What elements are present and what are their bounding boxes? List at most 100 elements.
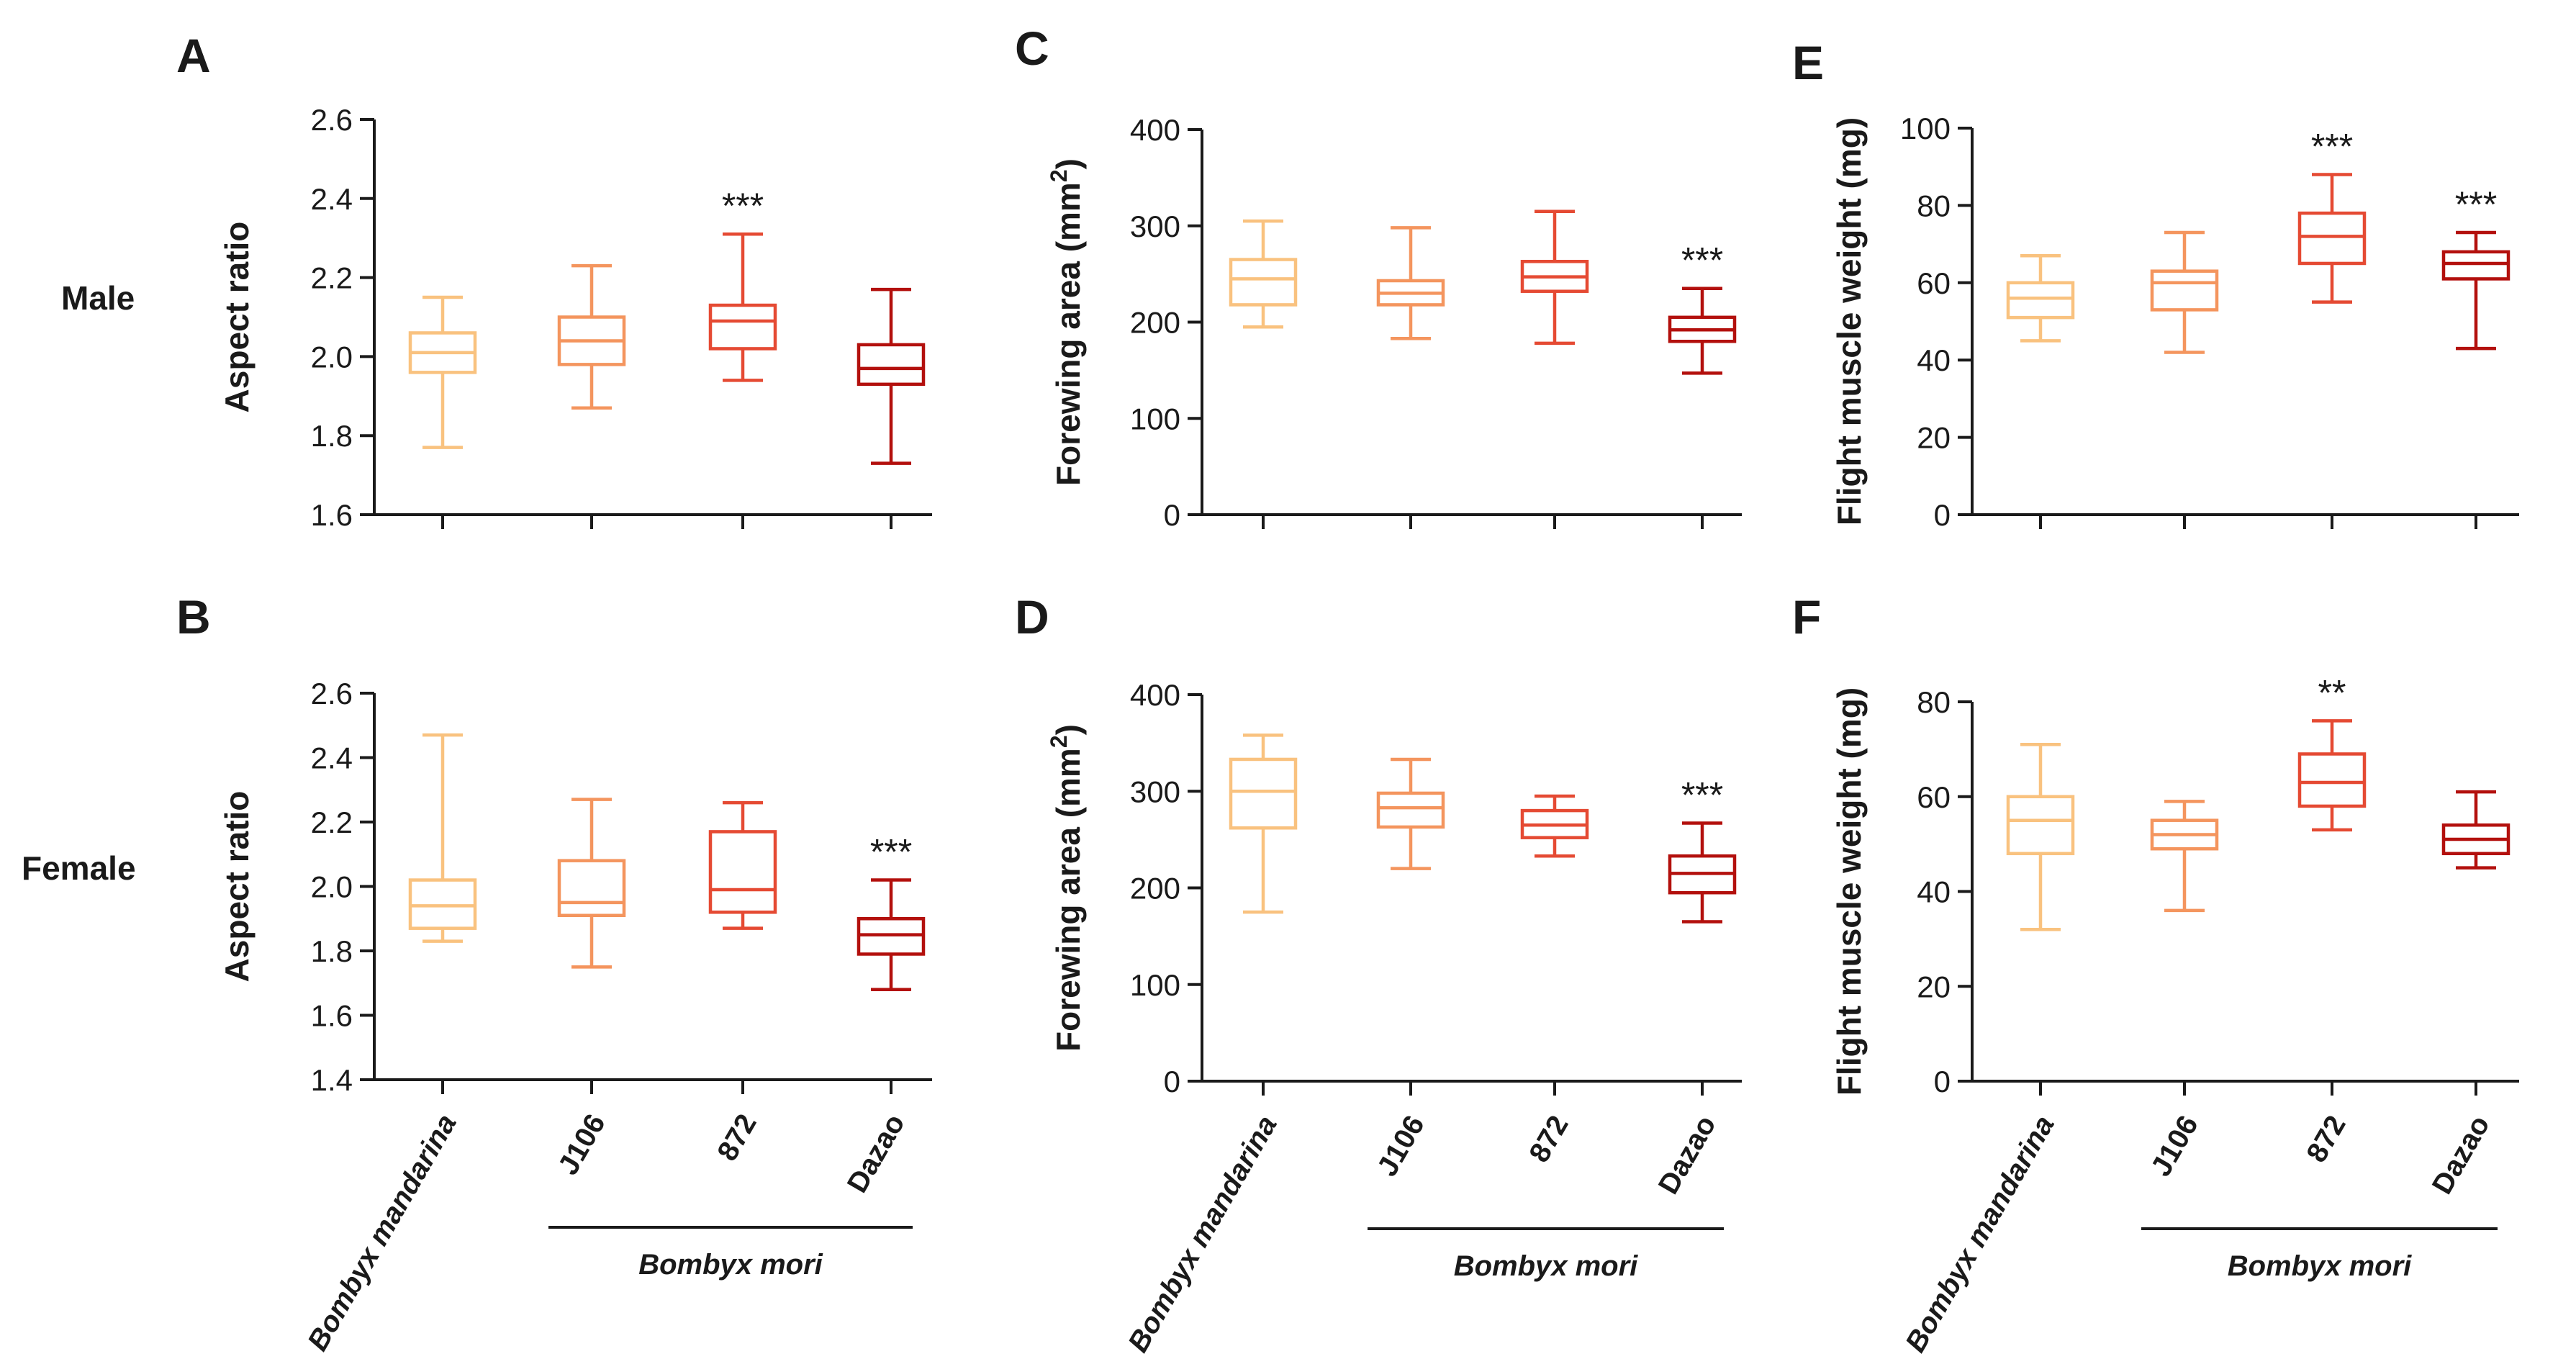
x-category-label: J106 xyxy=(1371,1111,1431,1182)
y-tick-label: 2.6 xyxy=(311,103,353,137)
y-tick-label: 300 xyxy=(1130,775,1180,808)
panel-letter-C: C xyxy=(1015,22,1049,75)
x-category-label: Dazao xyxy=(841,1109,911,1198)
panel-letter-B: B xyxy=(176,590,211,644)
y-tick-label: 2.2 xyxy=(311,261,353,295)
y-tick-label: 2.4 xyxy=(311,741,353,775)
x-category-label: 872 xyxy=(2300,1111,2351,1168)
significance-marker: *** xyxy=(870,832,912,872)
box-iqr xyxy=(1229,757,1298,830)
y-tick-label: 1.6 xyxy=(311,999,353,1033)
box-872 xyxy=(1520,209,1589,529)
box-dazao: *** Dazao xyxy=(841,832,926,1198)
x-category-label: Dazao xyxy=(2426,1111,2496,1200)
y-tick-label: 0 xyxy=(1164,498,1180,532)
y-axis-label: Forewing area (mm2) xyxy=(1046,724,1087,1052)
y-tick-label: 2.6 xyxy=(311,677,353,710)
x-category-label: Bombyx mandarina xyxy=(1899,1111,2061,1358)
y-axis-label-text: Aspect ratio xyxy=(218,791,256,983)
y-axis-label: Flight muscle weight (mg) xyxy=(1830,117,1868,525)
significance-marker: *** xyxy=(1681,775,1723,816)
y-tick-label: 400 xyxy=(1130,678,1180,712)
y-tick-label: 400 xyxy=(1130,113,1180,147)
box-iqr xyxy=(708,303,777,351)
y-tick-label: 20 xyxy=(1917,421,1951,455)
box-872: *** xyxy=(2297,126,2367,529)
panel-D: D 0 100 200 300 400 Forewing area (mm2) Bombyx … xyxy=(1015,590,1742,1358)
y-axis-label-text: Forewing area (mm xyxy=(1049,748,1087,1052)
x-category-label: Bombyx mandarina xyxy=(1122,1111,1283,1358)
y-tick-label: 1.8 xyxy=(311,934,353,968)
x-category-label: J106 xyxy=(2145,1111,2205,1182)
box-bombyx-mandarina: Bombyx mandarina xyxy=(1122,733,1298,1358)
y-tick-label: 20 xyxy=(1917,970,1951,1003)
box-dazao: *** xyxy=(2441,184,2511,529)
box-j106 xyxy=(557,263,626,529)
y-tick-label: 0 xyxy=(1934,1065,1951,1098)
y-tick-label: 2.0 xyxy=(311,870,353,904)
row-label-male: Male xyxy=(61,279,135,317)
y-axis-label-superscript: 2 xyxy=(1046,169,1072,182)
y-axis-label-end: ) xyxy=(1049,724,1087,735)
y-axis-label-text: Aspect ratio xyxy=(218,222,256,413)
y-axis-label-end: ) xyxy=(1049,158,1087,169)
y-axis-label-superscript: 2 xyxy=(1046,735,1072,748)
box-iqr xyxy=(708,830,777,914)
x-category-label: 872 xyxy=(711,1109,762,1167)
y-tick-label: 60 xyxy=(1917,780,1951,814)
y-tick-label: 2.4 xyxy=(311,182,353,216)
panel-letter-E: E xyxy=(1792,36,1824,89)
y-tick-label: 300 xyxy=(1130,209,1180,243)
box-dazao xyxy=(857,287,926,529)
box-bombyx-mandarina: Bombyx mandarina xyxy=(1899,743,2075,1358)
x-category-label: Bombyx mandarina xyxy=(302,1109,463,1356)
box-j106 xyxy=(1376,226,1445,529)
box-iqr xyxy=(2441,250,2511,281)
row-label-female: Female xyxy=(22,849,136,887)
x-category-label: J106 xyxy=(552,1109,612,1180)
y-tick-label: 60 xyxy=(1917,266,1951,300)
y-tick-label: 1.6 xyxy=(311,498,353,532)
box-bombyx-mandarina xyxy=(1229,219,1298,529)
box-dazao: *** Dazao xyxy=(1653,775,1737,1200)
box-j106: J106 xyxy=(2145,800,2219,1182)
y-tick-label: 100 xyxy=(1900,112,1951,145)
y-axis-label: Aspect ratio xyxy=(218,791,256,983)
box-iqr xyxy=(2297,752,2367,808)
significance-marker: ** xyxy=(2318,672,2346,713)
significance-marker: *** xyxy=(1681,240,1723,281)
box-iqr xyxy=(1229,258,1298,307)
panel-F: F 0 20 40 60 80 Flight muscle weight (mg) Bomby… xyxy=(1792,590,2519,1358)
panel-B: B Female 1.4 1.6 1.8 2.0 2.2 2.4 2.6 Aspect ratio… xyxy=(22,590,932,1356)
panel-letter-A: A xyxy=(176,29,211,82)
panel-E: E 0 20 40 60 80 100 Flight muscle weight (mg) **… xyxy=(1792,36,2519,532)
box-872: 872 xyxy=(1520,794,1589,1168)
box-iqr xyxy=(2006,281,2075,320)
y-tick-label: 100 xyxy=(1130,968,1180,1002)
panel-A: A Male 1.6 1.8 2.0 2.2 2.4 2.6 Aspect ratio *** xyxy=(61,29,932,532)
y-tick-label: 0 xyxy=(1934,498,1951,532)
significance-marker: *** xyxy=(2311,126,2353,166)
y-tick-label: 80 xyxy=(1917,189,1951,222)
box-dazao: Dazao xyxy=(2426,790,2511,1200)
box-j106: J106 xyxy=(1371,757,1445,1182)
box-j106: J106 xyxy=(552,798,626,1180)
group-label-bombyx-mori: Bombyx mori xyxy=(1454,1250,1638,1282)
significance-marker: *** xyxy=(722,186,764,226)
y-tick-label: 1.8 xyxy=(311,419,353,453)
y-tick-label: 40 xyxy=(1917,875,1951,909)
box-dazao: *** xyxy=(1668,240,1737,529)
group-label-bombyx-mori: Bombyx mori xyxy=(638,1249,823,1281)
group-label-bombyx-mori: Bombyx mori xyxy=(2228,1250,2412,1282)
y-tick-label: 0 xyxy=(1164,1065,1180,1098)
panel-C: C 0 100 200 300 400 Forewing area (mm2) *** xyxy=(1015,22,1742,532)
box-iqr xyxy=(2150,269,2219,312)
box-872: 872 xyxy=(708,800,777,1167)
y-axis-label: Aspect ratio xyxy=(218,222,256,413)
y-tick-label: 100 xyxy=(1130,402,1180,435)
x-category-label: 872 xyxy=(1523,1111,1574,1168)
y-tick-label: 200 xyxy=(1130,872,1180,906)
box-iqr xyxy=(2006,795,2075,856)
box-bombyx-mandarina xyxy=(408,295,477,529)
box-iqr xyxy=(2297,211,2367,266)
